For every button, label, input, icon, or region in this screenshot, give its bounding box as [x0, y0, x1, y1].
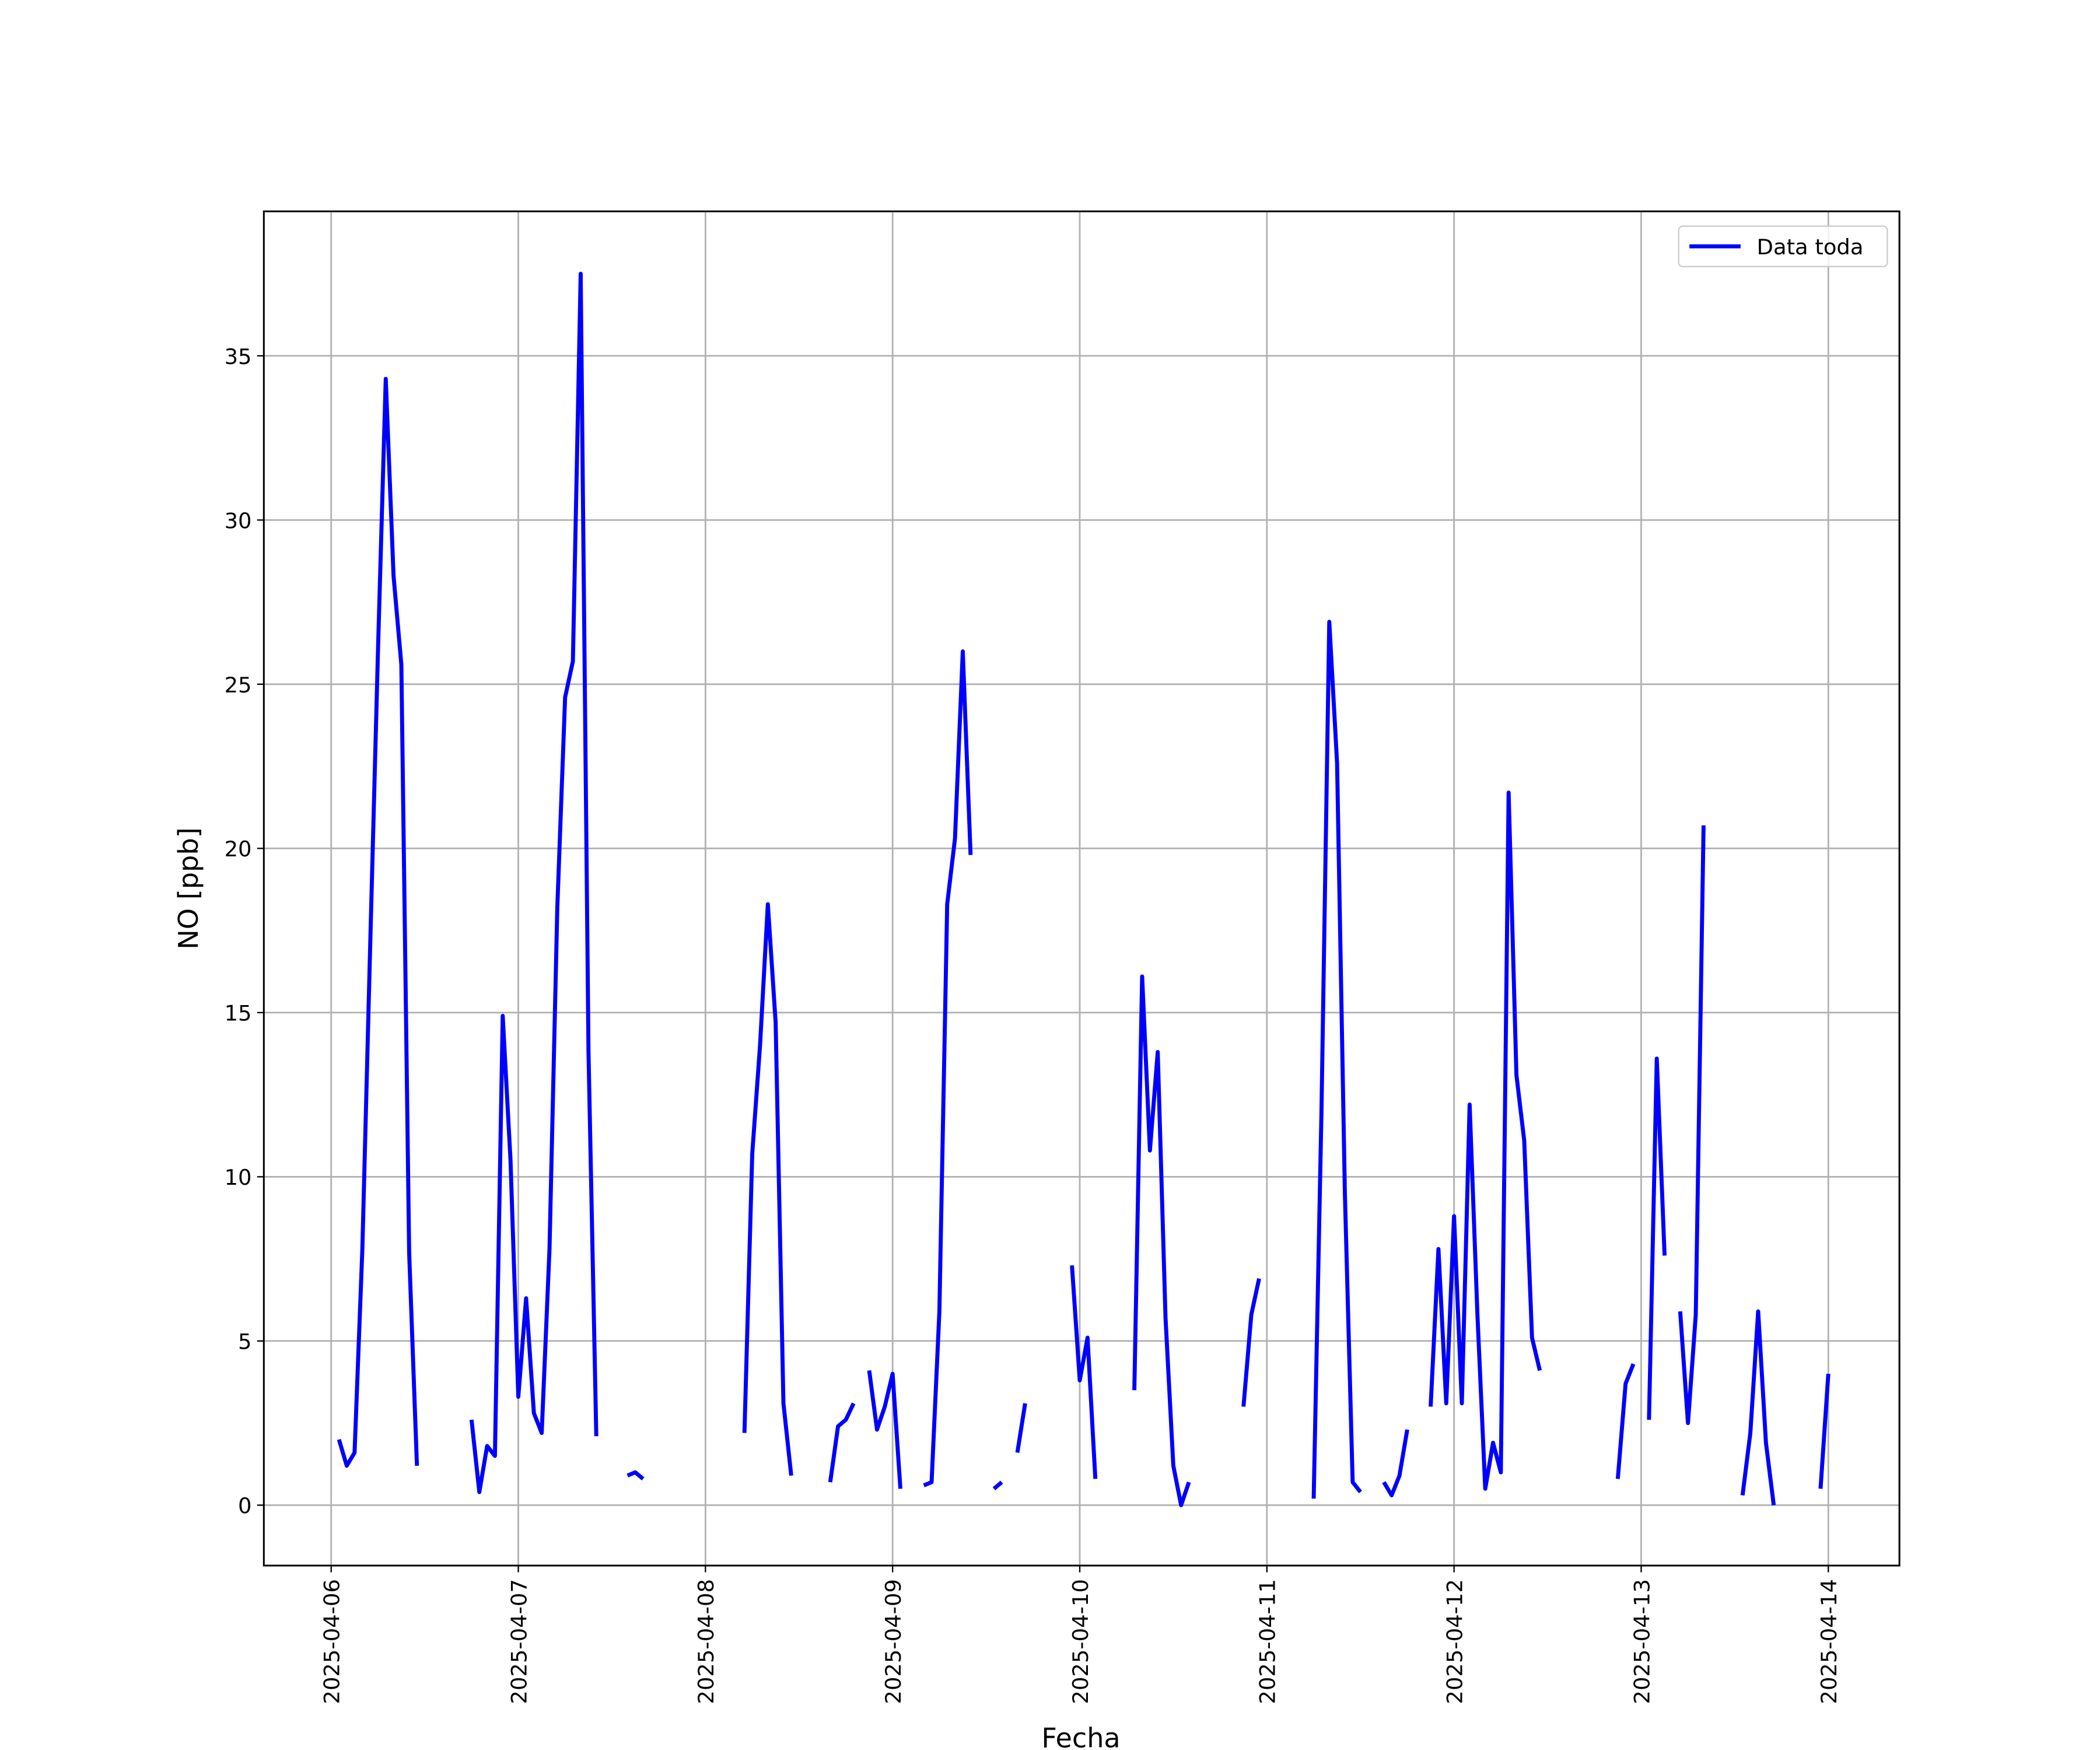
y-tick-label: 15 — [225, 1001, 252, 1026]
x-axis-label: Fecha — [1041, 1722, 1120, 1750]
x-tick-label: 2025-04-06 — [320, 1579, 345, 1704]
x-tick-label: 2025-04-08 — [694, 1579, 719, 1704]
x-tick-label: 2025-04-13 — [1629, 1579, 1654, 1704]
x-tick-label: 2025-04-11 — [1255, 1579, 1280, 1704]
legend-box — [1678, 225, 1888, 268]
y-tick-label: 30 — [225, 508, 252, 533]
y-tick-label: 35 — [225, 344, 252, 369]
x-tick-label: 2025-04-10 — [1068, 1579, 1093, 1704]
x-tick-label: 2025-04-07 — [506, 1579, 531, 1704]
plot-frame — [262, 210, 1901, 1567]
y-tick-label: 5 — [238, 1329, 251, 1354]
y-tick-label: 25 — [225, 673, 252, 698]
y-tick-label: 10 — [225, 1165, 252, 1190]
y-tick-label: 20 — [225, 836, 252, 862]
x-tick-label: 2025-04-09 — [881, 1579, 906, 1704]
y-tick-label: 0 — [238, 1493, 251, 1518]
x-tick-label: 2025-04-14 — [1817, 1579, 1842, 1704]
x-tick-label: 2025-04-12 — [1442, 1579, 1467, 1704]
data-line — [337, 271, 1831, 1507]
y-axis-label: NO [ppb] — [173, 827, 204, 949]
legend-label: Data toda — [1757, 235, 1864, 260]
